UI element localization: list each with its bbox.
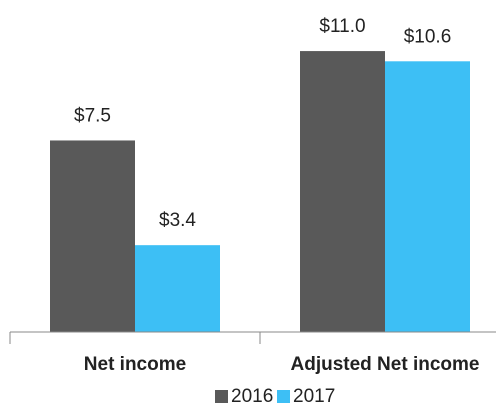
bar (385, 61, 470, 333)
value-label: $7.5 (74, 105, 111, 126)
x-tick-label: Adjusted Net income (291, 354, 480, 375)
bar (300, 51, 385, 332)
legend-swatch (215, 390, 228, 403)
value-label: $10.6 (404, 26, 452, 47)
bar (135, 245, 220, 332)
bar (50, 140, 135, 332)
value-label: $3.4 (159, 210, 196, 231)
value-label: $11.0 (319, 16, 365, 37)
legend-swatch (277, 390, 290, 403)
legend-label: 2016 (231, 386, 273, 407)
x-tick-label: Net income (84, 354, 186, 375)
legend-label: 2017 (293, 386, 335, 407)
